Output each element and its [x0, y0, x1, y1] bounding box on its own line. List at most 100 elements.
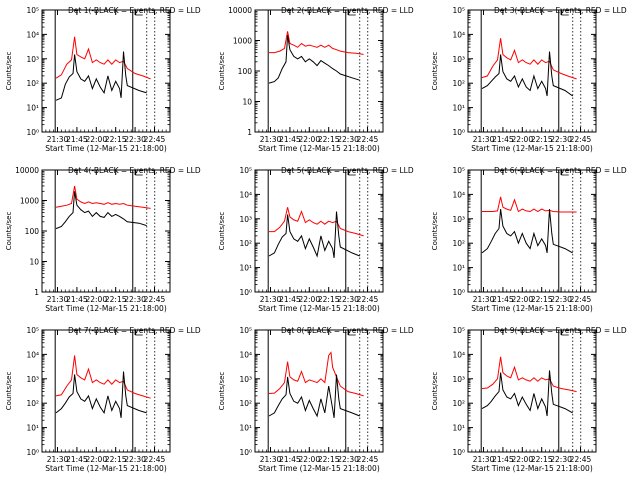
y-tick-label: 10³: [452, 215, 465, 224]
events-series-line: [268, 211, 360, 258]
y-tick-label: 10²: [26, 399, 39, 408]
x-tick-label: 22:30: [124, 135, 146, 144]
y-tick-label: 10²: [239, 399, 252, 408]
events-series-line: [481, 370, 573, 417]
y-tick-label: 10⁵: [26, 326, 39, 335]
y-tick-label: 10²: [452, 79, 465, 88]
y-tick-label: 1000: [20, 197, 39, 206]
y-tick-label: 10³: [452, 375, 465, 384]
x-tick-label: 22:15: [105, 295, 127, 304]
x-tick-label: 22:00: [298, 455, 320, 464]
y-tick-label: 10⁵: [239, 166, 252, 175]
x-tick-label: 21:30: [260, 295, 282, 304]
x-tick-label: 21:45: [279, 295, 301, 304]
interval-bracket: [561, 330, 569, 336]
x-tick-label: 21:45: [279, 455, 301, 464]
x-tick-label: 21:30: [260, 455, 282, 464]
lld-series-line: [55, 36, 151, 80]
plot-frame: [254, 169, 384, 293]
lld-series-line: [269, 207, 364, 237]
x-tick-label: 22:15: [105, 455, 127, 464]
y-tick-label: 10⁵: [239, 326, 252, 335]
x-tick-label: 21:45: [492, 455, 514, 464]
x-tick-label: 21:45: [492, 295, 514, 304]
x-tick-label: 22:00: [298, 135, 320, 144]
y-tick-label: 10: [242, 98, 252, 107]
y-tick-label: 1: [34, 288, 39, 297]
interval-bracket: [561, 170, 569, 176]
panel-title: Det 5(-BLACK = Events, RED = LLD: [281, 166, 414, 175]
y-tick-label: 10¹: [26, 424, 39, 433]
detector-panel-1: 10⁰10¹10²10³10⁴10⁵21:3021:4522:0022:1522…: [5, 6, 201, 153]
interval-bracket: [561, 10, 569, 16]
x-tick-label: 22:30: [337, 295, 359, 304]
lld-series-line: [55, 185, 151, 209]
y-tick-label: 10³: [239, 215, 252, 224]
y-tick-label: 10³: [26, 55, 39, 64]
events-series-line: [268, 374, 360, 418]
x-axis-label: Start Time (12-Mar-15 21:18:00): [471, 144, 593, 153]
x-axis-label: Start Time (12-Mar-15 21:18:00): [45, 304, 167, 313]
y-tick-label: 10⁴: [26, 350, 39, 359]
x-tick-label: 22:15: [531, 455, 553, 464]
y-tick-label: 10¹: [452, 104, 465, 113]
detector-panel-5: 10⁰10¹10²10³10⁴10⁵21:3021:4522:0022:1522…: [218, 166, 414, 313]
x-tick-label: 22:00: [85, 455, 107, 464]
plot-frame: [467, 169, 597, 293]
y-axis-label: Counts/sec: [431, 52, 439, 91]
detector-panel-2: 1 10 100 1000 10000 21:3021:4522:0022:1522:30…: [218, 6, 414, 153]
y-tick-label: 10¹: [239, 264, 252, 273]
interval-bracket: [348, 10, 356, 16]
panel-title: Det 6(-BLACK = Events, RED = LLD: [494, 166, 627, 175]
interval-bracket: [135, 10, 143, 16]
x-tick-label: 22:15: [531, 135, 553, 144]
panel-title: Det 8(-BLACK = Events, RED = LLD: [281, 326, 414, 335]
y-tick-label: 10²: [239, 239, 252, 248]
x-axis-label: Start Time (12-Mar-15 21:18:00): [258, 304, 380, 313]
x-tick-label: 22:45: [144, 135, 166, 144]
y-tick-label: 10⁰: [452, 288, 465, 297]
panel-title: Det 1(-BLACK = Events, RED = LLD: [68, 6, 201, 15]
y-tick-label: 10³: [452, 55, 465, 64]
lld-series-line: [55, 355, 151, 399]
x-tick-label: 22:00: [298, 295, 320, 304]
x-tick-label: 22:15: [318, 295, 340, 304]
detector-panel-9: 10⁰10¹10²10³10⁴10⁵21:3021:4522:0022:1522…: [431, 326, 627, 473]
interval-bracket: [348, 330, 356, 336]
x-tick-label: 22:45: [570, 295, 592, 304]
y-tick-label: 10⁴: [26, 30, 39, 39]
detector-panel-8: 10⁰10¹10²10³10⁴10⁵21:3021:4522:0022:1522…: [218, 326, 414, 473]
events-series-line: [268, 35, 360, 84]
y-tick-label: 10¹: [239, 424, 252, 433]
x-tick-label: 21:45: [279, 135, 301, 144]
y-axis-label: Counts/sec: [218, 372, 226, 411]
x-tick-label: 22:00: [85, 135, 107, 144]
y-tick-label: 10⁵: [452, 166, 465, 175]
y-tick-label: 10³: [26, 375, 39, 384]
plot-frame: [467, 9, 597, 133]
y-tick-label: 10¹: [452, 424, 465, 433]
x-tick-label: 21:30: [473, 455, 495, 464]
interval-bracket: [135, 170, 143, 176]
y-tick-label: 1000: [233, 37, 252, 46]
plot-frame: [41, 9, 171, 133]
y-tick-label: 10⁴: [452, 190, 465, 199]
events-series-line: [481, 209, 573, 254]
events-series-line: [55, 191, 147, 230]
x-tick-label: 22:15: [318, 135, 340, 144]
events-series-line: [55, 371, 147, 418]
y-axis-label: Counts/sec: [218, 52, 226, 91]
x-axis-label: Start Time (12-Mar-15 21:18:00): [471, 304, 593, 313]
x-axis-label: Start Time (12-Mar-15 21:18:00): [258, 144, 380, 153]
y-tick-label: 10⁵: [452, 6, 465, 15]
y-tick-label: 10⁴: [239, 190, 252, 199]
y-tick-label: 1: [247, 128, 252, 137]
y-tick-label: 10⁴: [239, 350, 252, 359]
panel-title: Det 7(-BLACK = Events, RED = LLD: [68, 326, 201, 335]
interval-bracket: [348, 170, 356, 176]
panel-title: Det 2(-BLACK = Events, RED = LLD: [281, 6, 414, 15]
y-axis-label: Counts/sec: [5, 372, 13, 411]
x-tick-label: 22:15: [318, 455, 340, 464]
events-series-line: [481, 51, 573, 97]
